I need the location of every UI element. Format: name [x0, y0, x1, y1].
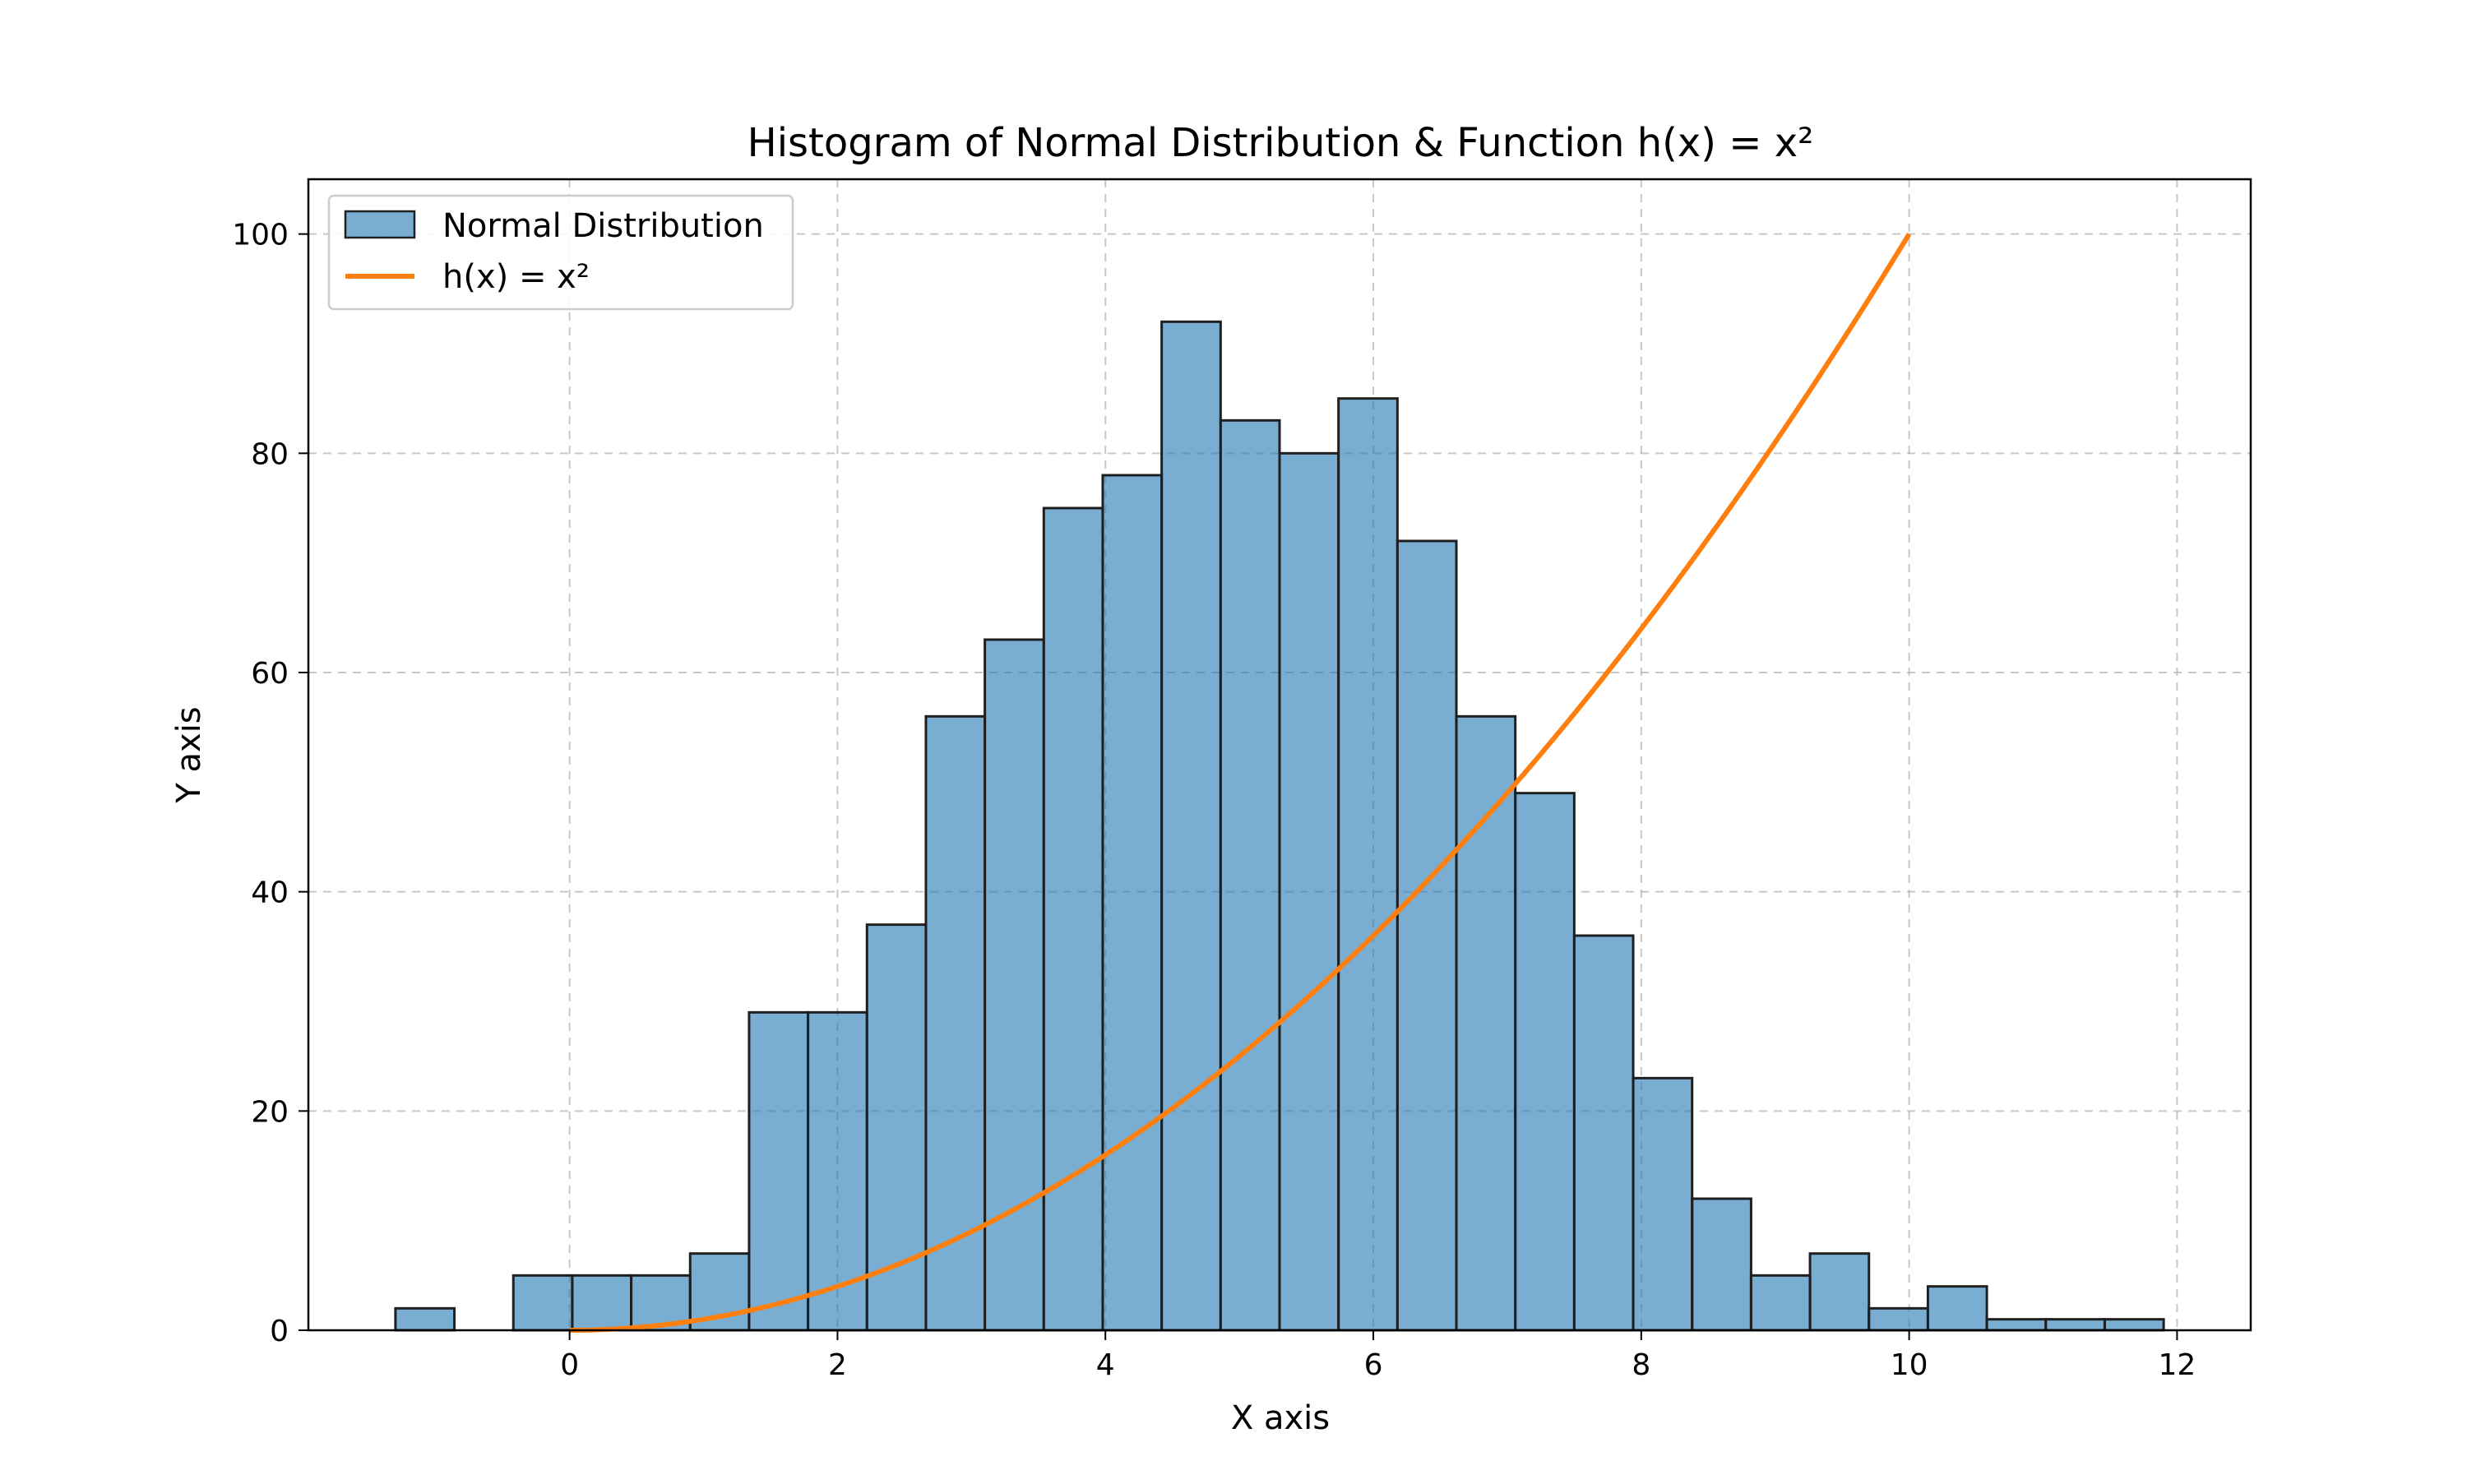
histogram-bar — [1691, 1197, 1752, 1332]
y-axis-ticks: 0 20 40 60 80 100 — [232, 219, 308, 1348]
histogram-bar — [1278, 451, 1340, 1332]
histogram-bar — [807, 1010, 868, 1332]
x-tick-label: 2 — [828, 1348, 847, 1382]
legend: Normal Distribution h(x) = x² — [327, 194, 794, 311]
y-tick-label: 40 — [251, 876, 289, 910]
function-curve — [569, 233, 1912, 1333]
y-tick-label: 20 — [251, 1095, 289, 1129]
histogram-bar — [984, 638, 1045, 1332]
histogram-bar — [1160, 320, 1222, 1332]
histogram-bar — [1632, 1076, 1694, 1332]
histogram-bar — [1514, 792, 1576, 1332]
y-tick-label: 60 — [251, 657, 289, 691]
histogram-bar — [511, 1274, 574, 1332]
histogram-bar — [1808, 1252, 1871, 1332]
histogram-bar — [748, 1010, 810, 1332]
y-tick-label: 80 — [251, 437, 289, 471]
chart-title: Histogram of Normal Distribution & Funct… — [748, 120, 1814, 166]
histogram-bar — [1042, 506, 1104, 1332]
y-tick-label: 100 — [232, 219, 289, 252]
x-tick-label: 4 — [1096, 1348, 1115, 1382]
histogram-bar — [1868, 1306, 1929, 1332]
x-tick-label: 6 — [1364, 1348, 1383, 1382]
histogram-bar — [1219, 418, 1281, 1332]
y-axis-label: Y axis — [170, 706, 208, 803]
x-axis-ticks: 0 2 4 6 8 10 12 — [560, 1330, 2196, 1382]
histogram-bar — [2044, 1318, 2106, 1332]
histogram-bar — [394, 1306, 456, 1332]
x-tick-label: 10 — [1891, 1348, 1928, 1382]
histogram-bar — [1395, 539, 1458, 1332]
histogram-bar — [1985, 1318, 2048, 1332]
histogram-bar — [1926, 1285, 1988, 1332]
histogram-bar — [1337, 397, 1399, 1332]
plot-frame — [307, 178, 2252, 1332]
x-tick-label: 0 — [560, 1348, 579, 1382]
histogram-bar — [1749, 1274, 1812, 1332]
histogram-bar — [1101, 474, 1164, 1332]
function-curve-line — [569, 233, 1912, 1333]
histogram-bars — [394, 320, 2165, 1332]
x-tick-label: 8 — [1632, 1348, 1650, 1382]
histogram-bar — [571, 1274, 633, 1332]
legend-histogram-label: Normal Distribution — [442, 207, 764, 245]
legend-histogram-swatch — [344, 210, 416, 239]
y-tick-label: 0 — [270, 1315, 289, 1348]
x-axis-label: X axis — [1231, 1399, 1330, 1437]
legend-box — [327, 194, 794, 311]
histogram-bar — [1572, 934, 1635, 1332]
histogram-bar — [865, 923, 928, 1332]
histogram-bar — [1455, 714, 1517, 1332]
x-tick-label: 12 — [2159, 1348, 2196, 1382]
histogram-bar — [2103, 1318, 2165, 1332]
legend-curve-label: h(x) = x² — [442, 258, 590, 296]
